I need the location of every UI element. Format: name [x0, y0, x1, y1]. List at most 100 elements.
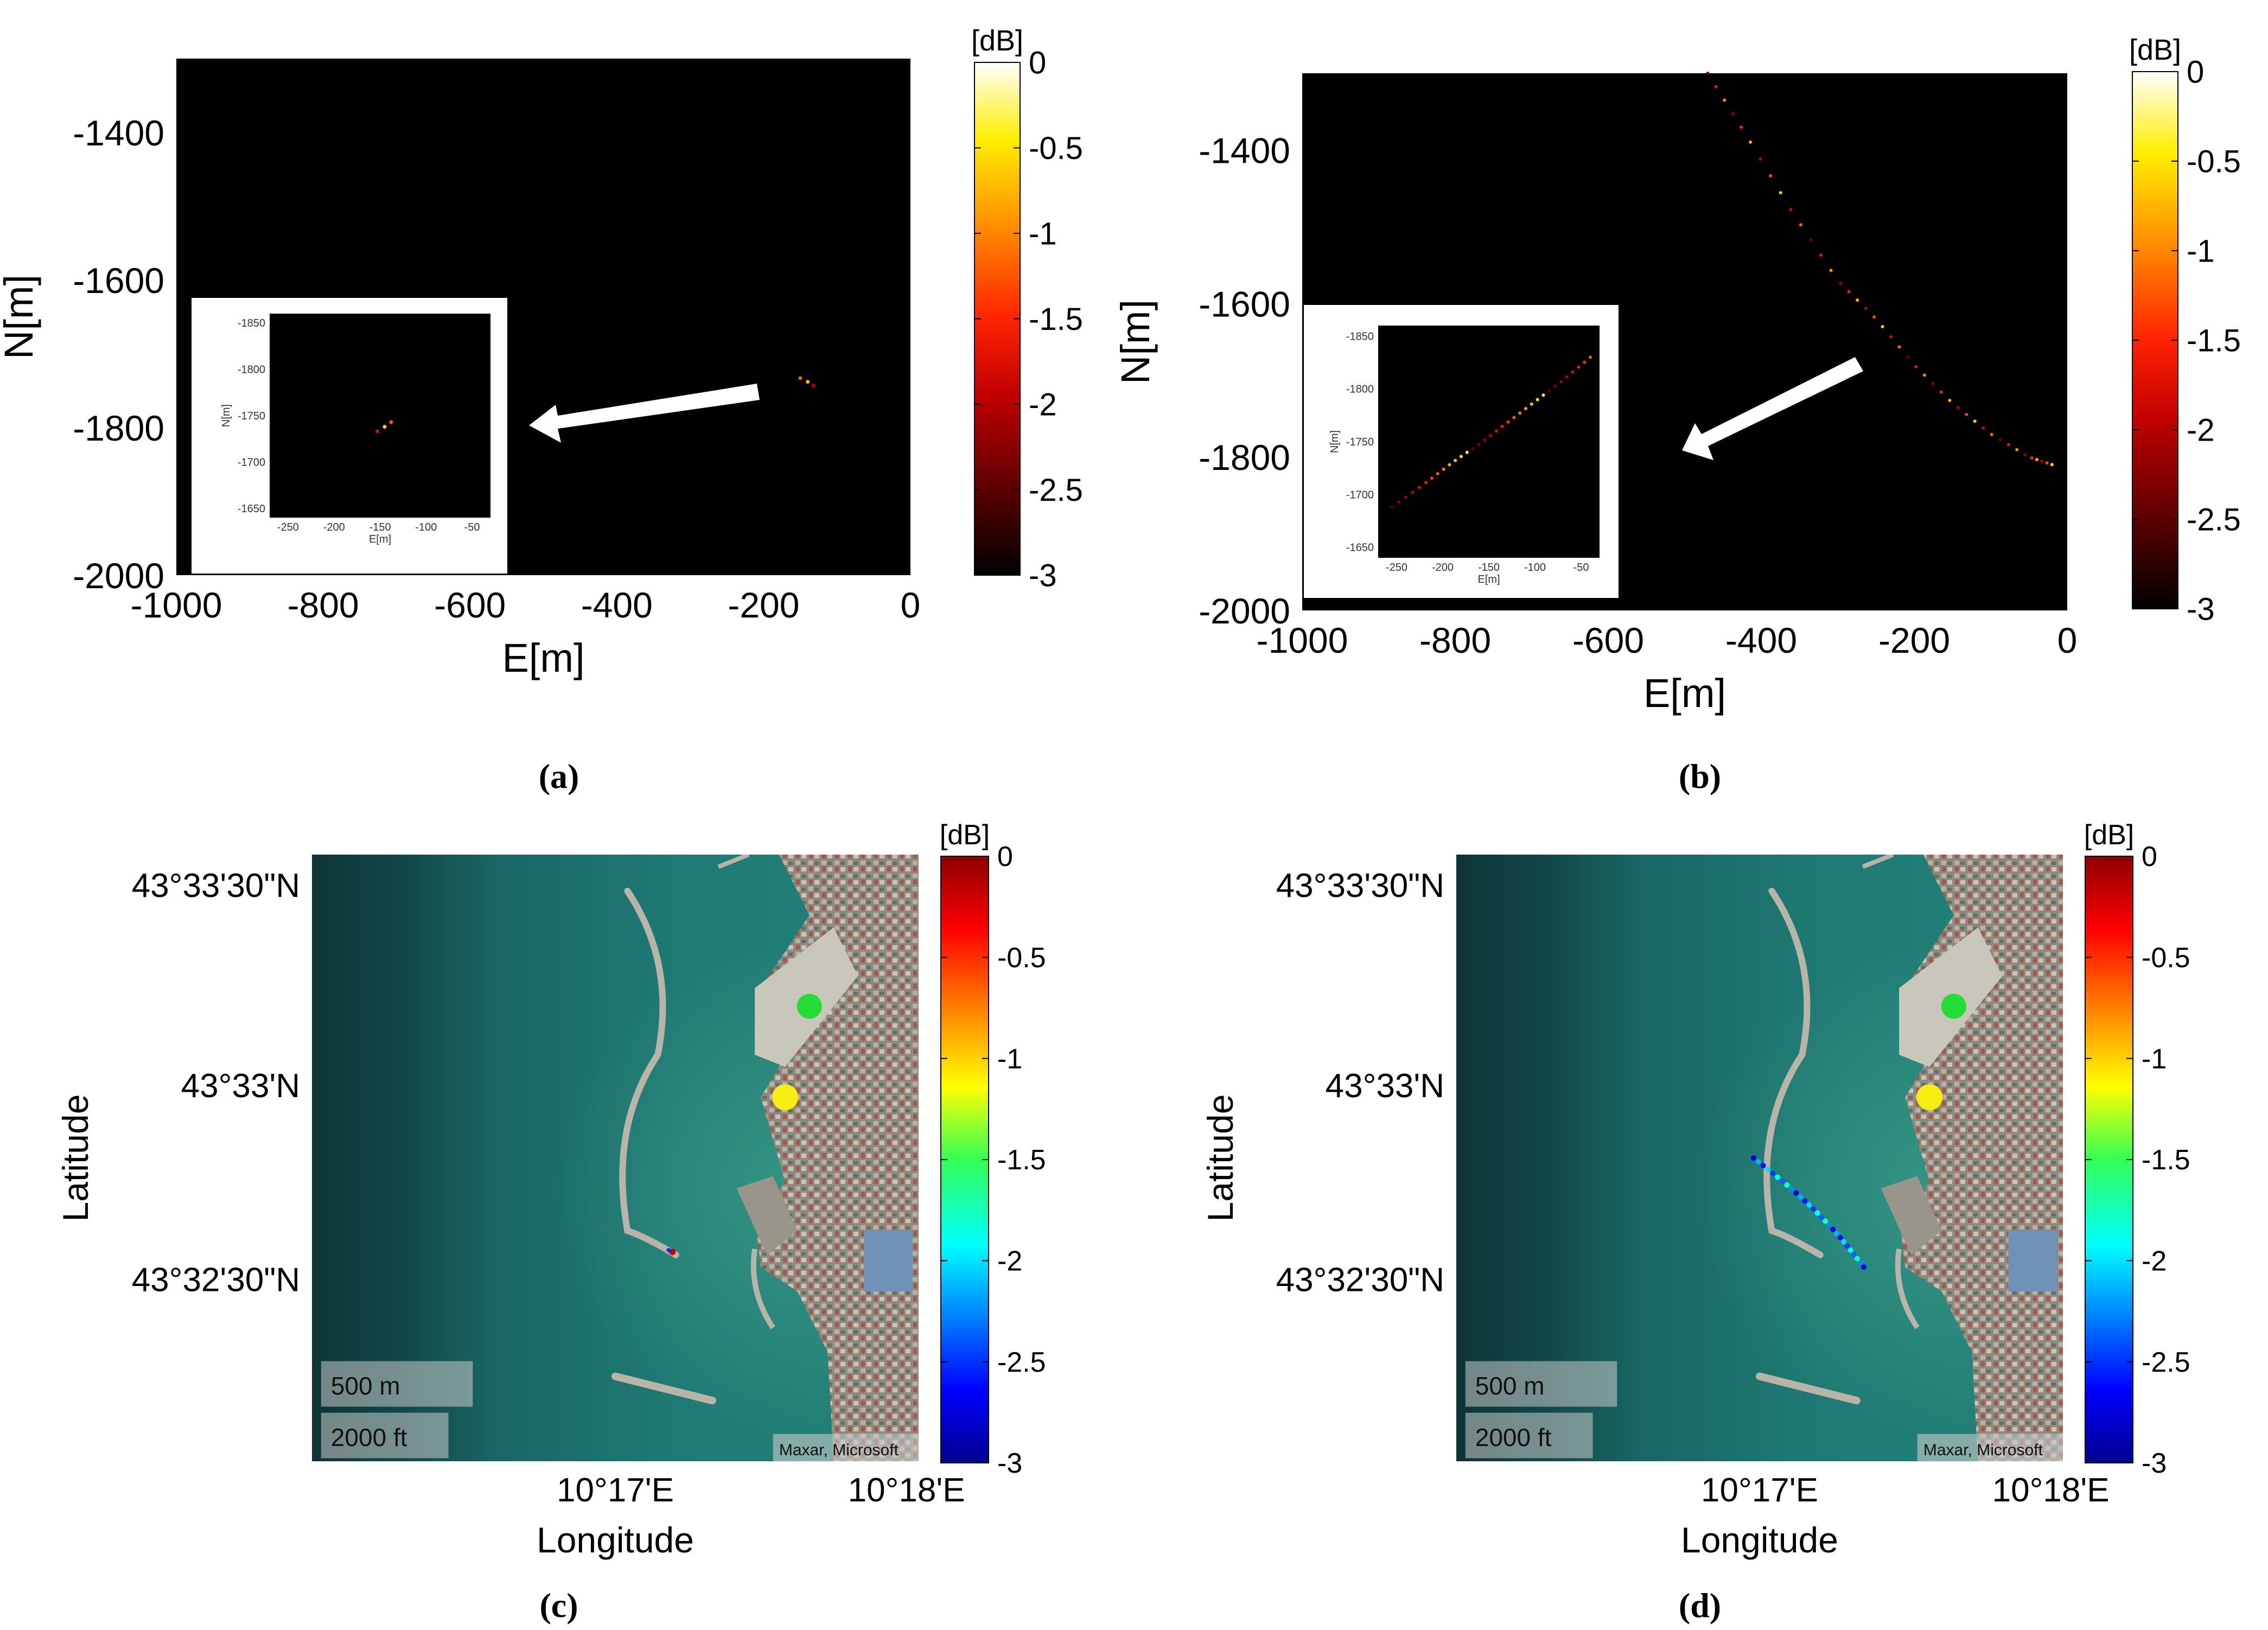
data-point — [1847, 290, 1851, 294]
x-tick-label: -200 — [1878, 620, 1950, 660]
detection-point — [666, 1247, 671, 1252]
inset-x-tick-label: -200 — [323, 521, 345, 533]
colorbar-tick-label: -3 — [997, 1448, 1022, 1479]
y-tick-label: 43°33'30"N — [132, 867, 300, 905]
data-point — [1931, 381, 1935, 385]
inset-data-point — [1471, 447, 1475, 450]
scale-bar — [321, 1412, 449, 1459]
detection-point — [1830, 1226, 1836, 1232]
data-point — [1829, 269, 1833, 272]
panel-c: 500 m 2000 ft Maxar, Microsoft 10°17'E 10°18… — [55, 855, 965, 1560]
inset-y-tick-label: -1700 — [1346, 489, 1374, 501]
colorbar-tick-label: -2.5 — [2187, 502, 2241, 537]
colorbar-tick-label: -0.5 — [997, 943, 1046, 974]
data-point — [2050, 463, 2054, 467]
colorbar-scale — [2132, 71, 2178, 609]
colorbar-tick-label: -3 — [1029, 558, 1057, 593]
data-point — [2030, 456, 2034, 460]
data-point — [2006, 443, 2010, 447]
data-point — [2015, 448, 2019, 451]
detection-point — [1779, 1178, 1785, 1184]
inset-data-point — [1489, 434, 1493, 437]
data-point — [1740, 125, 1743, 129]
x-tick-label: 10°17'E — [1701, 1472, 1818, 1509]
data-point — [806, 380, 810, 384]
data-point — [2035, 457, 2038, 461]
x-axis-label: E[m] — [502, 635, 584, 680]
inset-plot-area — [270, 314, 490, 518]
inset-data-point — [1465, 450, 1469, 454]
colorbar-scale — [2085, 856, 2133, 1463]
colorbar-unit-label: [dB] — [2129, 34, 2181, 66]
colorbar: [dB]0 -0.5 -1 -1.5 -2 -2.5 -3 — [2084, 819, 2190, 1479]
inset-y-tick-label: -1650 — [1346, 542, 1374, 554]
breakwater — [619, 888, 679, 1258]
inset-y-tick-label: -1850 — [238, 317, 265, 329]
data-point — [1819, 253, 1823, 257]
colorbar-tick-label: -0.5 — [2187, 144, 2241, 179]
y-tick-label: -1800 — [1199, 437, 1290, 477]
inset-x-tick-label: -50 — [464, 521, 480, 533]
inset-data-point — [1411, 491, 1415, 494]
colorbar-unit-label: [dB] — [971, 24, 1023, 57]
inset-y-axis-label: N[m] — [220, 404, 232, 427]
colorbar-tick-label: -1.5 — [997, 1144, 1046, 1176]
inset-y-axis-label: N[m] — [1329, 430, 1341, 453]
panel-b: -1000 -800 -600 -400 -200 0-2000-1800-1600-14… — [1113, 72, 2077, 716]
attribution-box — [1917, 1434, 2063, 1461]
green-marker — [1941, 994, 1966, 1019]
inset-y-tick-label: -1800 — [1346, 384, 1374, 396]
colorbar-tick-label: -2 — [2187, 412, 2215, 448]
inset-data-point — [1500, 425, 1504, 429]
x-tick-label: 10°18'E — [848, 1472, 965, 1509]
data-point — [1982, 426, 1985, 430]
warehouse-roofs — [2008, 1231, 2057, 1291]
data-point — [1864, 307, 1868, 310]
inset-data-point — [1397, 500, 1401, 504]
panel-label: (c) — [539, 1586, 578, 1625]
data-point — [1939, 390, 1943, 394]
scale-bar — [1465, 1361, 1617, 1407]
inset-data-point — [389, 420, 393, 424]
detection-point — [1760, 1163, 1766, 1169]
detection-point — [1775, 1174, 1781, 1180]
y-tick-label: 43°33'N — [181, 1067, 300, 1105]
data-point — [1839, 282, 1843, 285]
inset-data-point — [1390, 505, 1394, 509]
breakwater — [1763, 888, 1824, 1258]
y-axis-label: N[m] — [1113, 300, 1158, 384]
scale-bar-label: 2000 ft — [1475, 1423, 1552, 1451]
inset-data-point — [1494, 429, 1498, 433]
y-axis-label: Latitude — [55, 1094, 95, 1222]
detection-point — [1861, 1264, 1866, 1270]
x-tick-label: -400 — [1725, 620, 1797, 660]
scale-bar — [321, 1361, 473, 1407]
data-point — [1769, 174, 1773, 178]
yellow-marker — [772, 1084, 799, 1111]
inset-data-point — [1553, 384, 1557, 388]
x-tick-label: 10°17'E — [557, 1472, 674, 1509]
scale-bar-label: 500 m — [331, 1372, 400, 1400]
inset-data-point — [375, 429, 379, 434]
inset-data-point — [1404, 495, 1407, 499]
y-tick-label: 43°33'30"N — [1276, 867, 1444, 905]
colorbar: [dB]0 -0.5 -1 -1.5 -2 -2.5 -3 — [971, 24, 1083, 593]
colorbar-tick-label: 0 — [2142, 841, 2157, 873]
y-tick-label: -1800 — [73, 408, 164, 448]
x-tick-label: -600 — [1572, 620, 1644, 660]
map-attribution: Maxar, Microsoft — [1923, 1441, 2043, 1459]
data-point — [1759, 157, 1762, 161]
detection-point — [1788, 1186, 1794, 1192]
detection-point — [1826, 1222, 1832, 1228]
inset-data-point — [1483, 438, 1487, 442]
inset-data-point — [1559, 380, 1563, 384]
panel-label: (b) — [1679, 757, 1721, 795]
data-point — [1872, 315, 1876, 319]
x-tick-label: 0 — [2057, 620, 2078, 660]
inset-data-point — [1430, 476, 1434, 480]
data-point — [1714, 85, 1718, 88]
panel-d: 500 m 2000 ft Maxar, Microsoft 10°17'E 10°18… — [1200, 855, 2110, 1560]
data-point — [1965, 412, 1968, 416]
y-tick-label: -2000 — [73, 556, 164, 596]
data-point — [1906, 355, 1909, 359]
